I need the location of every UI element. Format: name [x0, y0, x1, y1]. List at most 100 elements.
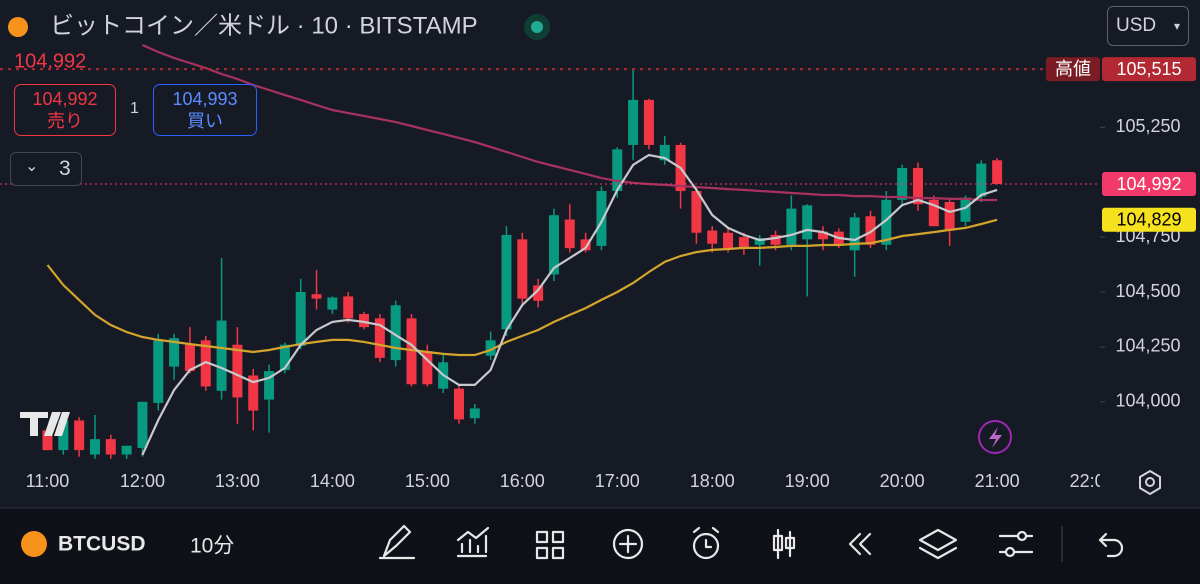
- indicators-toggle[interactable]: ⌄ 3: [10, 152, 82, 186]
- candle-body: [865, 216, 876, 245]
- spread: 1: [130, 100, 139, 117]
- settings-icon-center: [1145, 477, 1155, 487]
- undo-icon[interactable]: [1098, 532, 1124, 558]
- candle-body: [707, 230, 718, 244]
- candle-body: [723, 232, 734, 249]
- candle-body: [881, 199, 892, 245]
- candle-body: [469, 408, 480, 419]
- candle-body: [849, 217, 860, 251]
- candle-body: [89, 439, 100, 455]
- price-tag: [1102, 172, 1196, 196]
- candle-body: [628, 99, 639, 145]
- x-tick-label: 21:00: [975, 471, 1020, 491]
- candle-body: [976, 163, 987, 197]
- candle-body: [200, 340, 211, 387]
- symbol-name[interactable]: BTCUSD: [58, 533, 146, 556]
- draw-tool-icon[interactable]: [378, 524, 416, 560]
- candle-body: [327, 297, 338, 310]
- candle-body: [105, 439, 116, 455]
- x-tick-label: 18:00: [690, 471, 735, 491]
- price-tag: [1102, 57, 1196, 82]
- toolbar-bg: [0, 508, 1200, 584]
- candle-body: [216, 320, 227, 391]
- candle-body: [533, 285, 544, 301]
- left-price: 104,992: [14, 50, 86, 72]
- buy-price: 104,993: [172, 89, 238, 109]
- candle-body: [659, 144, 670, 161]
- chevron: ⌄: [25, 158, 39, 175]
- candle-body: [912, 167, 923, 205]
- indicator-icon[interactable]: [456, 526, 490, 558]
- candle-body: [738, 237, 749, 249]
- candle-body: [359, 313, 370, 328]
- x-tick-label: 13:00: [215, 471, 260, 491]
- price-tag-name-bg: [1046, 57, 1100, 82]
- candle-body: [343, 296, 354, 319]
- candle-body: [248, 375, 259, 411]
- candle-body: [422, 351, 433, 385]
- alert-icon[interactable]: [978, 420, 1012, 454]
- candle-body: [643, 99, 654, 145]
- x-tick-label: 17:00: [595, 471, 640, 491]
- tv-logo: [20, 412, 70, 436]
- coin-icon: [8, 17, 28, 37]
- alarm-icon[interactable]: [692, 532, 720, 560]
- layers-icon[interactable]: [918, 528, 958, 560]
- y-tick-label: 104,500: [1115, 281, 1180, 301]
- currency-select[interactable]: USD ▾: [1107, 6, 1189, 46]
- alert-bolt: [989, 427, 1002, 448]
- moving-average-line: [141, 43, 998, 202]
- price-tag: [1102, 207, 1196, 232]
- candle-body: [169, 338, 180, 367]
- candle-body: [612, 149, 623, 192]
- replay-icon[interactable]: [848, 532, 872, 556]
- candle-body: [58, 420, 69, 451]
- candle-type-icon[interactable]: [772, 528, 796, 560]
- x-tick-label: 15:00: [405, 471, 450, 491]
- candle-body: [311, 294, 322, 299]
- x-tick-label: 19:00: [785, 471, 830, 491]
- status-dot: [531, 21, 543, 33]
- layout-icon[interactable]: [535, 530, 565, 560]
- candle-body: [548, 215, 559, 275]
- buy-button[interactable]: 104,993 買い: [153, 84, 257, 136]
- indicators-count: 3: [59, 157, 71, 180]
- x-tick-label: 20:00: [880, 471, 925, 491]
- symbol-title: ビットコイン／米ドル · 10 · BITSTAMP: [50, 12, 478, 39]
- y-tick-label: 105,250: [1115, 116, 1180, 136]
- candle-body: [770, 234, 781, 245]
- candle-body: [818, 231, 829, 240]
- currency: USD: [1116, 15, 1157, 36]
- x-tick-label: 14:00: [310, 471, 355, 491]
- candle-body: [786, 208, 797, 245]
- moving-average-line: [141, 153, 998, 456]
- candle-body: [279, 344, 290, 370]
- candle-body: [517, 239, 528, 299]
- candle-body: [960, 197, 971, 222]
- chevron: ▾: [1173, 19, 1180, 33]
- price-tag-label: 104,992: [1116, 174, 1181, 194]
- settings-icon[interactable]: [1139, 469, 1161, 496]
- candle-body: [928, 199, 939, 227]
- sell-button[interactable]: 104,992 売り: [14, 84, 116, 136]
- candle-body: [232, 344, 243, 398]
- price-tag-name: 高値: [1055, 59, 1091, 79]
- candle-body: [485, 340, 496, 356]
- x-tick-label: 16:00: [500, 471, 545, 491]
- candle-body: [691, 191, 702, 233]
- candle-body: [374, 318, 385, 358]
- candle-body: [897, 167, 908, 200]
- candle-body: [264, 371, 275, 400]
- candle-body: [137, 401, 148, 448]
- symbol-icon: [21, 531, 47, 557]
- x-tick-label: 22:00: [1070, 471, 1115, 491]
- candle-body: [184, 344, 195, 372]
- x-tick-label: 11:00: [26, 471, 70, 491]
- candle-body: [453, 388, 464, 420]
- interval[interactable]: 10分: [190, 535, 234, 558]
- candle-body: [390, 305, 401, 361]
- candle-body: [992, 160, 1003, 184]
- candle-body: [802, 205, 813, 240]
- add-icon[interactable]: [612, 528, 644, 560]
